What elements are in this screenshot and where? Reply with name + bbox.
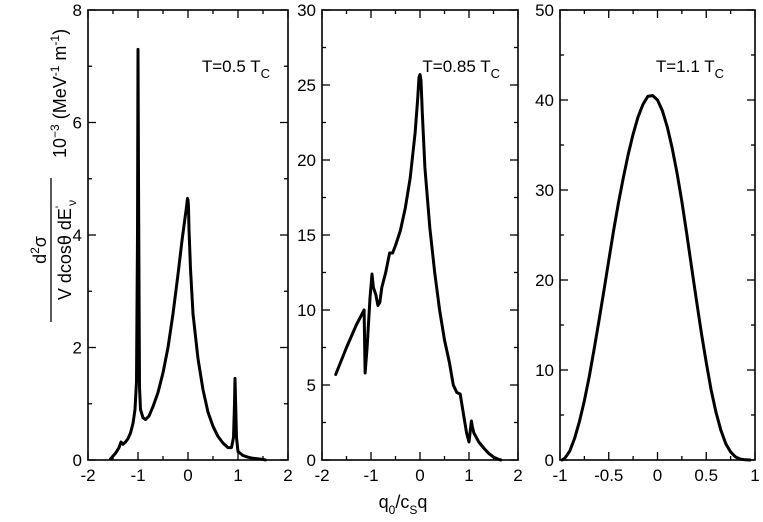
y-tick-label: 50: [535, 1, 554, 20]
xlabel-main3: q: [417, 492, 427, 512]
y-tick-label: 0: [307, 451, 316, 470]
y-tick-label: 20: [297, 151, 316, 170]
x-tick-label: 1: [750, 466, 759, 485]
y-axis-label: d2σ V dcosθ dE'ν 10−3 (MeV-1 m-1): [28, 29, 79, 322]
y-tick-label: 6: [73, 114, 82, 133]
y-tick-label: 2: [73, 339, 82, 358]
x-tick-label: 2: [283, 466, 292, 485]
y-tick-label: 25: [297, 76, 316, 95]
y-tick-label: 30: [535, 181, 554, 200]
ylabel-units-mid: m: [50, 46, 70, 66]
xlabel-sub1: 0: [389, 503, 396, 517]
x-tick-label: 0: [653, 466, 662, 485]
ylabel-units-sup1: -1: [48, 65, 62, 76]
series-line: [109, 47, 267, 462]
ylabel-units-pre: 10: [50, 138, 70, 158]
ylabel-denominator-sup: ': [53, 206, 67, 208]
ylabel-denominator-sub: ν: [65, 200, 79, 206]
x-axis-label: q0/cSq: [379, 492, 428, 517]
xlabel-main1: q: [379, 492, 389, 512]
svg-text:d2σ: d2σ: [28, 236, 50, 264]
x-tick-label: -1: [130, 466, 145, 485]
y-tick-label: 40: [535, 91, 554, 110]
y-tick-label: 4: [73, 226, 82, 245]
plot-frame: [559, 9, 756, 461]
y-tick-label: 8: [73, 1, 82, 20]
x-tick-label: 1: [233, 466, 242, 485]
y-tick-label: 10: [297, 301, 316, 320]
y-tick-label: 0: [545, 451, 554, 470]
ylabel-units-sup2: -1: [48, 35, 62, 46]
ylabel-numerator-tail: σ: [30, 236, 50, 247]
series-line: [560, 94, 752, 462]
ylabel-units-open: (MeV: [50, 76, 70, 124]
temperature-annotation: T=0.5 TC: [202, 57, 270, 81]
x-tick-label: 1: [464, 466, 473, 485]
annotation-subscript: C: [261, 66, 270, 81]
chart-panel-1: -2 -1 0 1 2 0 2 4 6 8 T=0.5 TC: [73, 1, 293, 485]
y-tick-label: 20: [535, 271, 554, 290]
y-tick-label: 0: [73, 451, 82, 470]
x-tick-label: 0: [183, 466, 192, 485]
x-tick-label: -2: [80, 466, 95, 485]
ylabel-numerator-sup: 2: [28, 247, 42, 254]
y-tick-label: 15: [297, 226, 316, 245]
temperature-annotation: T=0.85 TC: [422, 57, 500, 81]
x-tick-label: -0.5: [594, 466, 623, 485]
annotation-main: T=0.85 T: [422, 57, 490, 76]
annotation-subscript: C: [715, 66, 724, 81]
x-tick-label: 2: [513, 466, 522, 485]
series-line: [334, 73, 503, 462]
xlabel-sub2: S: [409, 503, 417, 517]
annotation-main: T=0.5 T: [202, 57, 261, 76]
svg-text:V dcosθ dE'ν: V dcosθ dE'ν: [53, 200, 79, 300]
x-tick-label: 0.5: [694, 466, 718, 485]
ylabel-units-pre-sup: −3: [48, 124, 62, 138]
x-tick-label: -1: [552, 466, 567, 485]
y-tick-label: 30: [297, 1, 316, 20]
temperature-annotation: T=1.1 TC: [656, 57, 724, 81]
annotation-subscript: C: [491, 66, 500, 81]
ylabel-denominator: V dcosθ dE: [55, 208, 75, 300]
ylabel-units-close: ): [50, 29, 70, 35]
svg-text:10−3 (MeV-1 m-1): 10−3 (MeV-1 m-1): [48, 29, 70, 158]
x-tick-label: -2: [314, 466, 329, 485]
y-tick-label: 10: [535, 361, 554, 380]
x-tick-label: 0: [415, 466, 424, 485]
ylabel-numerator: d: [30, 254, 50, 264]
y-tick-label: 5: [307, 376, 316, 395]
xlabel-main2: /c: [395, 492, 409, 512]
annotation-main: T=1.1 T: [656, 57, 715, 76]
x-tick-label: -1: [363, 466, 378, 485]
